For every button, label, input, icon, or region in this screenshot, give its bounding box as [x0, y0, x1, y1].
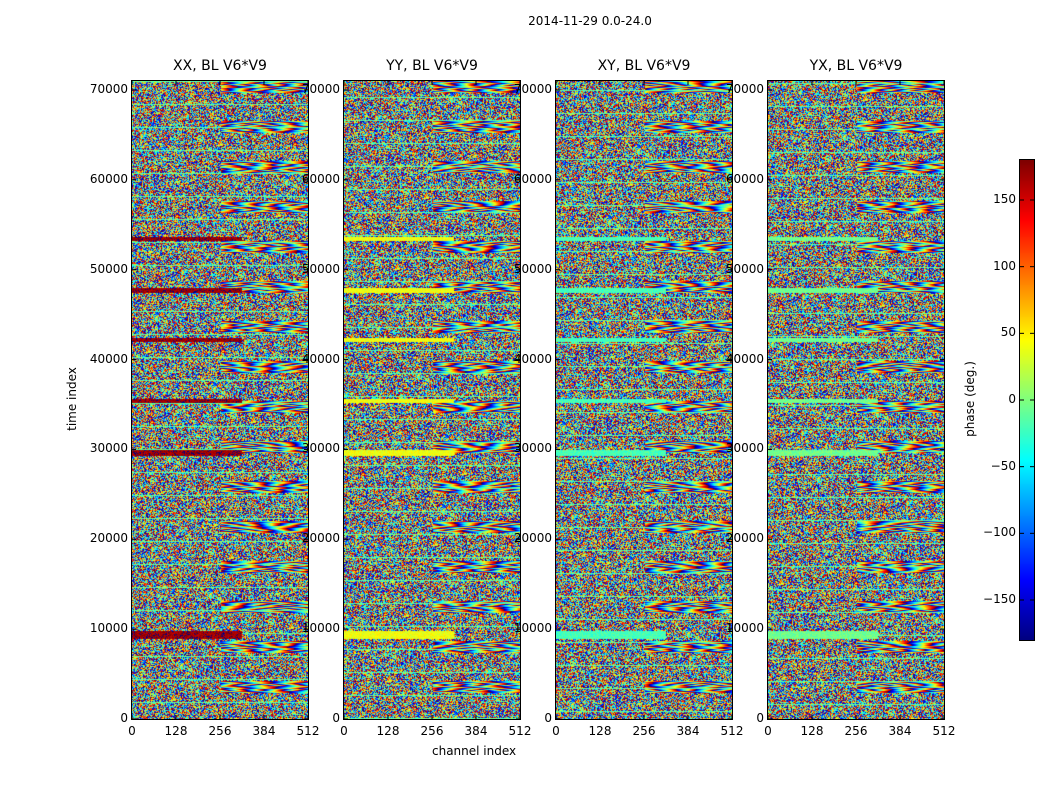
- heatmap-yy: [344, 81, 520, 719]
- colorbar-tick-label: 100: [993, 258, 1016, 273]
- y-tick-label: 0: [756, 711, 764, 725]
- x-tick-label: 256: [420, 724, 444, 738]
- y-tick-label: 10000: [725, 621, 764, 636]
- y-tick-label: 10000: [301, 621, 340, 636]
- y-tick-label: 70000: [301, 81, 340, 96]
- y-tick-label: 30000: [301, 441, 340, 456]
- x-tick-label: 128: [164, 724, 188, 738]
- x-tick-label: 512: [508, 724, 532, 738]
- x-tick-label: 384: [464, 724, 488, 738]
- colorbar-tick-label: −100: [983, 525, 1016, 540]
- colorbar-tick-label: 0: [1008, 392, 1016, 406]
- y-tick-label: 50000: [725, 261, 764, 276]
- y-axis-label: time index: [65, 367, 79, 431]
- x-tick-label: 256: [632, 724, 656, 738]
- y-tick-label: 20000: [89, 531, 128, 546]
- y-tick-label: 60000: [725, 171, 764, 186]
- colorbar-label: phase (deg.): [963, 361, 977, 437]
- axes-frame: [767, 80, 945, 720]
- colorbar: [1020, 160, 1034, 640]
- heatmap-yx: [768, 81, 944, 719]
- x-tick-label: 128: [588, 724, 612, 738]
- x-tick-label: 256: [844, 724, 868, 738]
- panel-title-yy: YY, BL V6*V9: [386, 58, 478, 74]
- panel-title-xy: XY, BL V6*V9: [597, 58, 691, 74]
- x-tick-label: 384: [252, 724, 276, 738]
- y-tick-label: 70000: [513, 81, 552, 96]
- y-tick-label: 70000: [725, 81, 764, 96]
- y-tick-label: 60000: [301, 171, 340, 186]
- panel-title-xx: XX, BL V6*V9: [173, 58, 267, 74]
- colorbar-tick-label: 150: [993, 192, 1016, 206]
- y-tick-label: 0: [544, 711, 552, 725]
- x-tick-label: 256: [208, 724, 232, 738]
- x-tick-label: 0: [764, 724, 772, 738]
- y-tick-label: 50000: [513, 261, 552, 276]
- x-axis-label: channel index: [432, 744, 517, 758]
- y-tick-label: 50000: [89, 261, 128, 276]
- panel-title-yx: YX, BL V6*V9: [809, 58, 903, 74]
- y-tick-label: 40000: [89, 351, 128, 366]
- y-tick-label: 60000: [513, 171, 552, 186]
- y-tick-label: 50000: [301, 261, 340, 276]
- colorbar-tick-label: −150: [983, 592, 1016, 606]
- y-tick-label: 30000: [725, 441, 764, 456]
- y-tick-label: 40000: [301, 351, 340, 366]
- y-tick-label: 20000: [513, 531, 552, 546]
- axes-frame: [343, 80, 521, 720]
- y-tick-label: 0: [120, 711, 128, 725]
- y-tick-label: 70000: [89, 81, 128, 96]
- x-tick-label: 128: [376, 724, 400, 738]
- y-tick-label: 40000: [513, 351, 552, 366]
- y-tick-label: 30000: [89, 441, 128, 456]
- heatmap-xy: [556, 81, 732, 719]
- axes-frame: [131, 80, 309, 720]
- x-tick-label: 512: [932, 724, 956, 738]
- y-tick-label: 60000: [89, 171, 128, 186]
- y-tick-label: 20000: [301, 531, 340, 546]
- y-tick-label: 30000: [513, 441, 552, 456]
- x-tick-label: 0: [340, 724, 348, 738]
- axes-frame: [555, 80, 733, 720]
- x-tick-label: 512: [296, 724, 320, 738]
- y-tick-label: 10000: [89, 621, 128, 636]
- figure-title: 2014-11-29 0.0-24.0: [528, 14, 652, 28]
- y-tick-label: 10000: [513, 621, 552, 636]
- x-tick-label: 384: [888, 724, 912, 738]
- y-tick-label: 40000: [725, 351, 764, 366]
- x-tick-label: 0: [128, 724, 136, 738]
- colorbar-tick-label: −50: [990, 458, 1016, 473]
- colorbar-frame: [1019, 159, 1035, 641]
- x-tick-label: 0: [552, 724, 560, 738]
- y-tick-label: 0: [332, 711, 340, 725]
- heatmap-xx: [132, 81, 308, 719]
- y-tick-label: 20000: [725, 531, 764, 546]
- x-tick-label: 384: [676, 724, 700, 738]
- x-tick-label: 128: [800, 724, 824, 738]
- colorbar-tick-label: 50: [1000, 325, 1016, 340]
- x-tick-label: 512: [720, 724, 744, 738]
